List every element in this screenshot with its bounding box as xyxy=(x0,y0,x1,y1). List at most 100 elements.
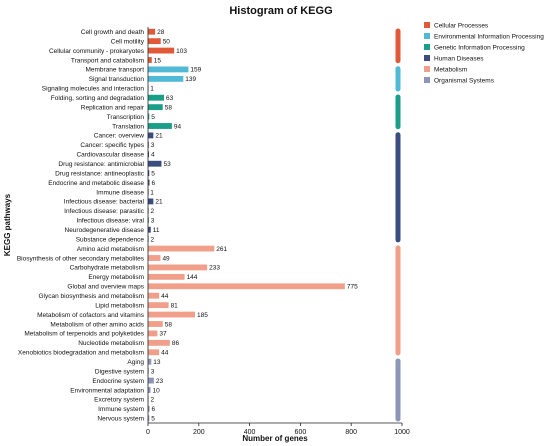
x-axis: 0 200 400 600 800 1000 xyxy=(146,27,410,436)
category-label: Cancer: overview xyxy=(94,133,145,140)
category-label: Immune disease xyxy=(96,189,144,196)
category-label: Replication and repair xyxy=(81,104,145,111)
value-label: 139 xyxy=(185,76,196,83)
value-label: 5 xyxy=(151,114,155,121)
category-label: Signal transduction xyxy=(89,76,145,83)
legend-swatch xyxy=(424,55,430,61)
category-label: Translation xyxy=(112,123,144,130)
value-label: 3 xyxy=(151,142,155,149)
bar xyxy=(148,415,150,422)
value-label: 94 xyxy=(174,123,182,130)
legend-swatch xyxy=(424,77,430,83)
value-label: 49 xyxy=(162,255,170,262)
value-label: 13 xyxy=(153,359,161,366)
value-label: 58 xyxy=(165,104,173,111)
value-label: 11 xyxy=(153,227,160,234)
category-label: Infectious disease: viral xyxy=(76,218,144,225)
bar xyxy=(148,104,163,111)
bar xyxy=(148,170,150,177)
value-label: 3 xyxy=(151,218,155,225)
value-label: 1 xyxy=(150,86,154,93)
category-label: Infectious disease: parasitic xyxy=(64,208,145,215)
value-label: 50 xyxy=(163,38,171,45)
value-label: 86 xyxy=(172,340,180,347)
value-label: 5 xyxy=(151,170,155,177)
x-axis-label: Number of genes xyxy=(242,434,308,443)
bar xyxy=(148,292,160,299)
group-bracket xyxy=(395,132,401,243)
value-label: 2 xyxy=(151,397,155,404)
category-label: Cancer: specific types xyxy=(80,142,144,149)
value-label: 2 xyxy=(151,208,155,215)
bar xyxy=(148,387,151,393)
value-label: 261 xyxy=(216,246,227,253)
bar xyxy=(148,57,152,63)
value-label: 81 xyxy=(171,302,179,309)
legend-entry: Human Diseases xyxy=(434,56,484,63)
category-label: Metabolism of terpenoids and polyketides xyxy=(24,331,144,338)
value-label: 28 xyxy=(157,29,165,36)
value-label: 2 xyxy=(151,236,155,243)
bar xyxy=(148,339,170,346)
category-label: Energy metabolism xyxy=(88,274,144,281)
legend-entry: Cellular Processes xyxy=(434,23,489,30)
category-label: Lipid metabolism xyxy=(95,302,144,309)
value-label: 53 xyxy=(163,161,171,168)
category-label: Cell growth and death xyxy=(81,29,145,36)
y-axis-label: KEGG pathways xyxy=(3,193,12,256)
value-label: 6 xyxy=(152,180,156,187)
category-label: Global and overview maps xyxy=(67,284,144,291)
bar xyxy=(148,245,215,252)
bar xyxy=(148,123,172,129)
bar xyxy=(148,160,162,167)
category-label: Drug resistance: antimicrobial xyxy=(58,161,144,168)
category-label: Endocrine and metabolic disease xyxy=(48,180,144,187)
value-label: 775 xyxy=(347,284,358,291)
value-label: 6 xyxy=(152,406,156,413)
bar xyxy=(148,358,152,365)
category-label: Carbohydrate metabolism xyxy=(70,265,144,272)
value-label: 44 xyxy=(161,350,169,357)
value-label: 37 xyxy=(159,331,167,338)
x-tick-label: 1000 xyxy=(394,429,410,436)
category-label: Cell motility xyxy=(111,38,145,45)
bar xyxy=(148,113,150,120)
group-bracket xyxy=(395,66,401,92)
value-label: 23 xyxy=(156,378,164,385)
category-label: Folding, sorting and degradation xyxy=(51,95,145,102)
bars-layer xyxy=(148,28,345,422)
legend-swatch xyxy=(424,44,430,50)
bar xyxy=(148,321,163,327)
bar xyxy=(148,47,175,54)
x-tick-label: 800 xyxy=(345,429,357,436)
group-brackets-layer xyxy=(395,28,401,422)
value-label: 58 xyxy=(165,321,173,328)
bar xyxy=(148,198,154,205)
legend-swatch xyxy=(424,22,430,28)
bar xyxy=(148,330,158,337)
bar xyxy=(148,283,345,290)
legend: Cellular Processes Environmental Informat… xyxy=(424,22,544,85)
x-tick-label: 0 xyxy=(146,429,150,436)
bar xyxy=(148,311,195,318)
category-labels-layer: Cell growth and death Cell motility Cellul… xyxy=(17,29,145,423)
category-label: Transcription xyxy=(107,114,145,121)
category-label: Immune system xyxy=(98,406,144,413)
category-label: Xenobiotics biodegradation and metabolis… xyxy=(18,350,144,357)
bar xyxy=(148,151,150,158)
bar xyxy=(148,302,169,309)
legend-entry: Environmental Information Processing xyxy=(434,34,544,41)
category-label: Substance dependence xyxy=(76,236,145,243)
category-label: Environmental adaptation xyxy=(70,387,144,394)
value-label: 15 xyxy=(154,57,162,64)
category-label: Biosynthesis of other secondary metaboli… xyxy=(17,255,145,262)
chart-title: Histogram of KEGG xyxy=(229,5,332,17)
bar xyxy=(148,38,161,45)
category-label: Metabolism of cofactors and vitamins xyxy=(37,312,145,319)
bar xyxy=(148,377,154,384)
bar xyxy=(148,94,165,101)
bar xyxy=(148,273,185,280)
category-label: Neurodegenerative disease xyxy=(65,227,145,234)
value-label: 144 xyxy=(187,274,198,281)
